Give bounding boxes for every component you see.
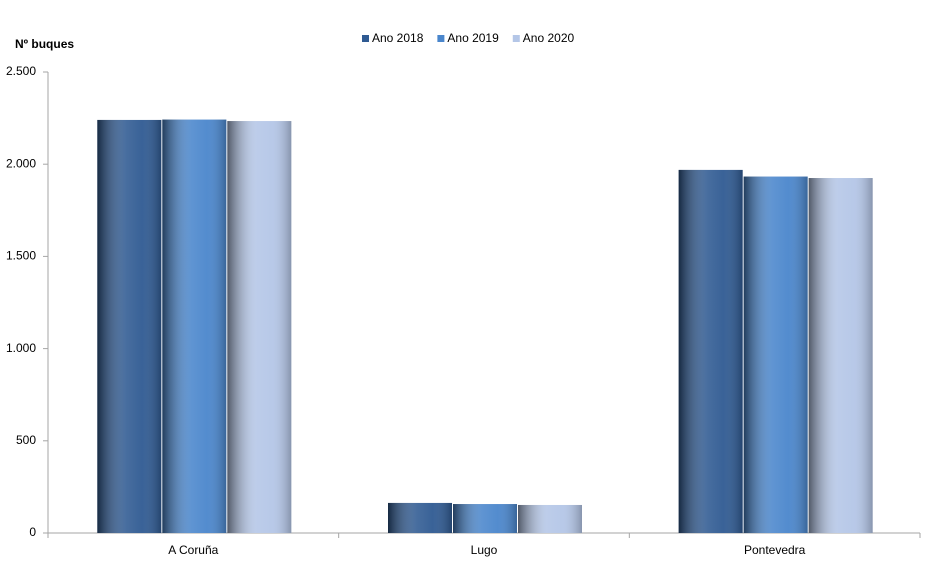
bar-shade (97, 119, 162, 533)
y-tick-label: 500 (16, 433, 36, 447)
bar-shade (808, 178, 873, 533)
y-tick-label: 2.500 (6, 64, 36, 78)
legend-label: Ano 2020 (523, 31, 575, 45)
y-tick-label: 1.000 (6, 341, 36, 355)
bar-shade (453, 504, 517, 533)
bar-shade (743, 176, 808, 533)
bar-shade (162, 119, 227, 534)
x-tick-label: Pontevedra (744, 543, 806, 557)
y-tick-label: 1.500 (6, 249, 36, 263)
bar-shade (678, 169, 743, 534)
x-tick-label: A Coruña (168, 543, 218, 557)
legend-label: Ano 2019 (447, 31, 499, 45)
legend-swatch (512, 35, 520, 42)
legend-swatch (362, 35, 369, 42)
y-tick-label: 0 (29, 525, 36, 539)
bar-shade (227, 121, 292, 533)
legend-swatch (437, 35, 445, 42)
y-tick-label: 2.000 (6, 156, 36, 170)
y-axis-label: Nº buques (15, 37, 74, 51)
legend-label: Ano 2018 (372, 31, 424, 45)
bar-shade (518, 504, 582, 533)
bar-shade (388, 502, 452, 533)
x-tick-label: Lugo (471, 543, 498, 557)
